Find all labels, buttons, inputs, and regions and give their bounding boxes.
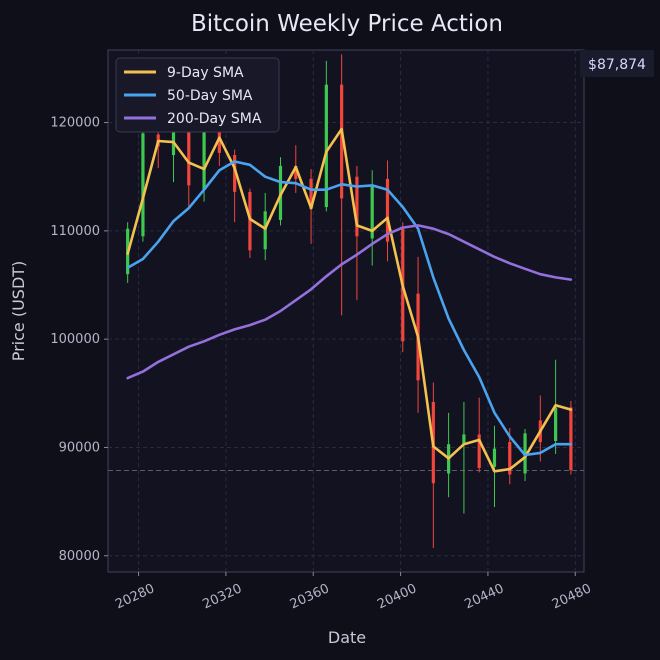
current-price-label: $87,874	[588, 57, 646, 73]
candle-body-up	[263, 211, 267, 250]
candle-body-down	[309, 178, 313, 210]
candle-body-up	[492, 448, 497, 467]
legend-label-sma200: 200-Day SMA	[167, 111, 262, 127]
candle-body-down	[355, 176, 359, 237]
candle-body-down	[385, 178, 390, 242]
chart-title: Bitcoin Weekly Price Action	[191, 11, 503, 37]
legend-label-sma9: 9-Day SMA	[167, 65, 244, 81]
candle-body-up	[324, 84, 328, 208]
candle-body-up	[171, 124, 176, 156]
candle-body-down	[294, 165, 298, 179]
candle-body-down	[340, 84, 344, 199]
sma200-line	[126, 224, 573, 380]
candle-body-up	[554, 407, 558, 441]
y-tick-label: 90000	[59, 440, 100, 455]
x-axis-label: Date	[328, 628, 366, 647]
current-price-badge-box	[580, 50, 654, 77]
sma9-line	[126, 127, 573, 473]
candle-body-down	[569, 407, 573, 471]
sma50-line	[126, 160, 573, 457]
candle-body-up	[141, 133, 145, 237]
y-tick-label: 110000	[50, 224, 100, 239]
sma-lines	[126, 127, 573, 473]
y-axis-label: Price (USDT)	[9, 261, 28, 362]
y-tick-label: 100000	[50, 332, 100, 347]
y-tick-label: 80000	[59, 549, 100, 564]
candle-body-up	[462, 434, 466, 445]
candle-body-down	[248, 191, 252, 251]
legend: 9-Day SMA 50-Day SMA 200-Day SMA	[115, 57, 280, 133]
candle-body-up	[202, 129, 206, 190]
current-price-badge: $87,874	[580, 50, 654, 77]
candle-body-down	[187, 124, 191, 186]
y-tick-label: 120000	[50, 116, 100, 131]
candle-body-down	[233, 155, 237, 192]
legend-label-sma50: 50-Day SMA	[167, 88, 253, 104]
candle-body-down	[477, 434, 481, 469]
candle-body-up	[370, 185, 374, 239]
y-axis-ticks: 80000 90000 100000 110000 120000	[50, 116, 108, 564]
candle-body-down	[508, 442, 512, 475]
legend-box	[115, 57, 280, 133]
